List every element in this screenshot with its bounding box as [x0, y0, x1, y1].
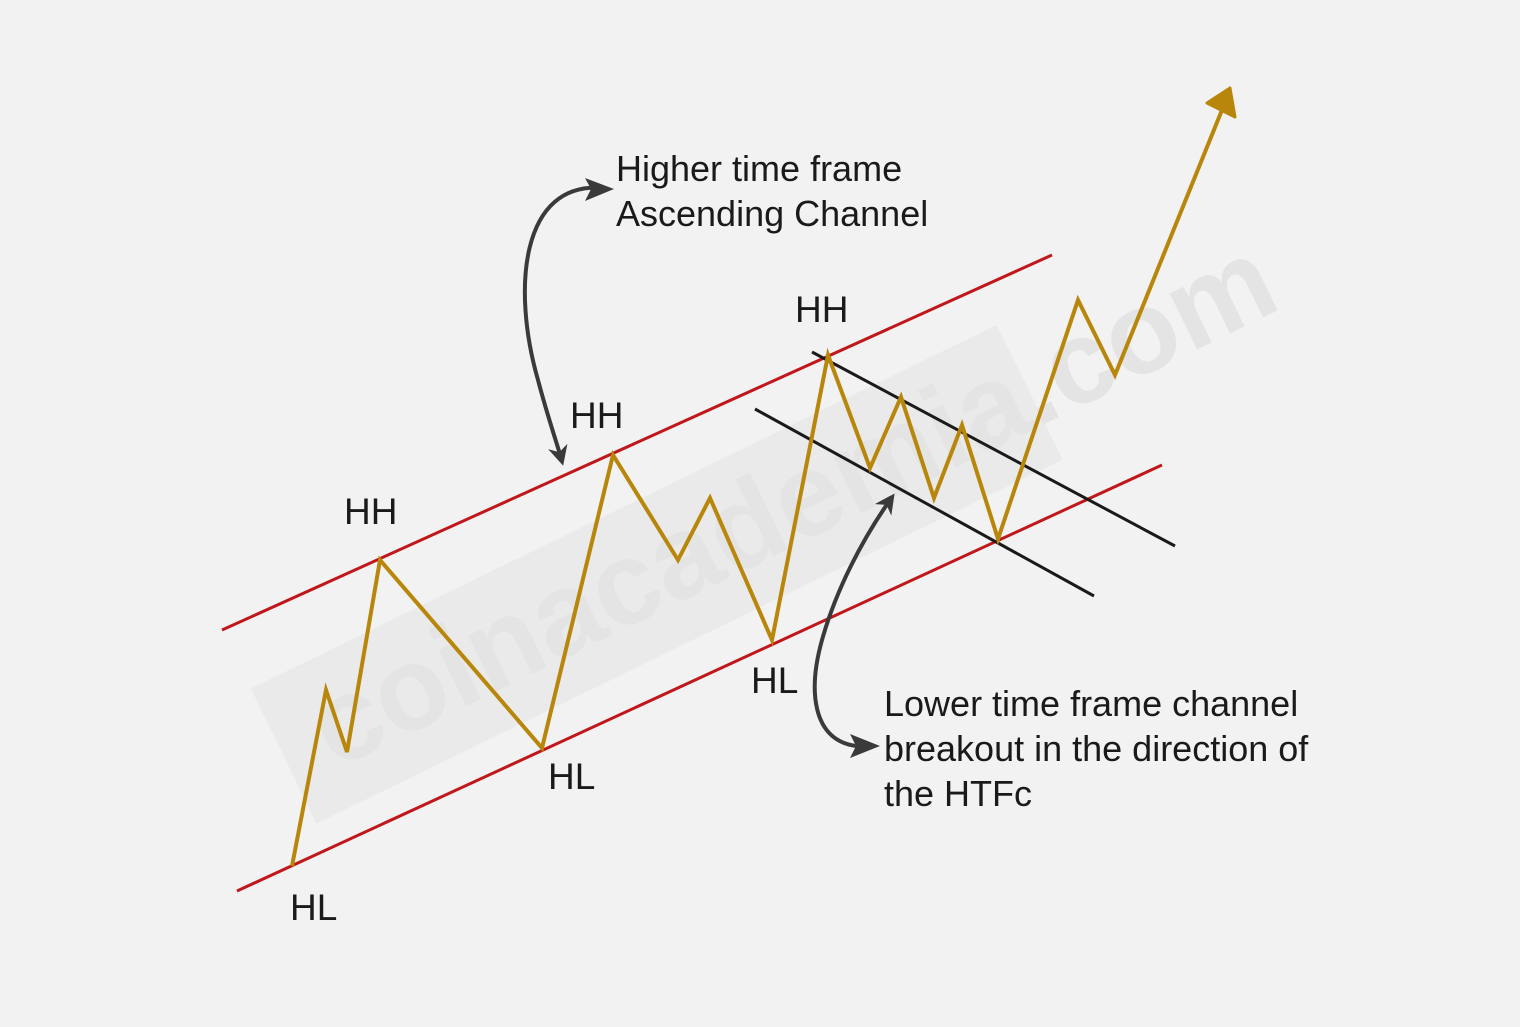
price-arrow-head-icon: [1205, 86, 1237, 119]
pivot-labels: HL HH HL HH HL HH: [290, 289, 848, 928]
pivot-label-hh-1: HH: [344, 491, 397, 532]
ltf-annotation-arrow-tail-icon: [850, 734, 880, 758]
pivot-label-hh-2: HH: [570, 395, 623, 436]
ltf-channel-upper-line: [811, 350, 1176, 548]
ltf-annotation-arrow: [812, 493, 895, 748]
ltf-annotation-line-2: breakout in the direction of: [884, 728, 1309, 769]
ltf-annotation-line-1: Lower time frame channel: [884, 683, 1298, 724]
ltf-annotation: Lower time frame channel breakout in the…: [812, 493, 1309, 814]
pivot-label-hl-1: HL: [290, 887, 337, 928]
htf-annotation-line-2: Ascending Channel: [616, 193, 928, 234]
pivot-label-hl-3: HL: [751, 660, 798, 701]
pivot-label-hh-3: HH: [795, 289, 848, 330]
price-path: [290, 104, 1226, 867]
htf-channel-upper-line: [221, 253, 1053, 632]
htf-annotation: Higher time frame Ascending Channel: [522, 148, 928, 466]
htf-channel-lower-line: [236, 463, 1163, 893]
htf-annotation-arrow: [522, 185, 605, 466]
htf-ascending-channel: [221, 253, 1163, 893]
ltf-annotation-line-3: the HTFc: [884, 773, 1032, 814]
pivot-label-hl-2: HL: [548, 756, 595, 797]
htf-annotation-line-1: Higher time frame: [616, 148, 902, 189]
htf-annotation-arrow-tail-icon: [585, 178, 614, 201]
